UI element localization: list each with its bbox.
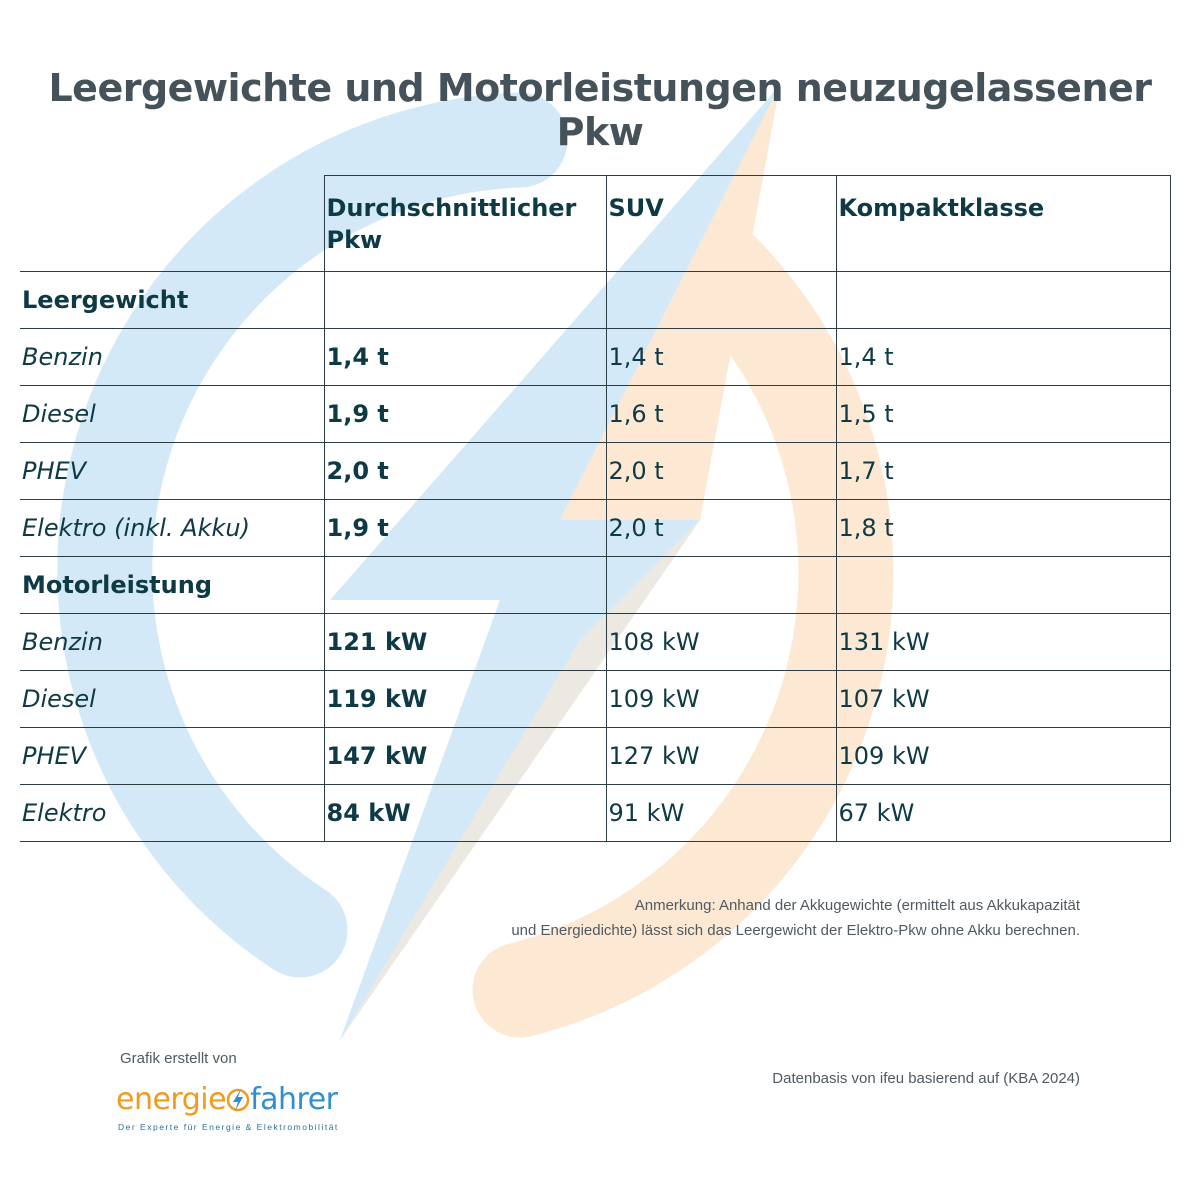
header-cell-compact-class: Kompaktklasse <box>835 175 1171 272</box>
cell-suv: 127 kW <box>605 727 836 785</box>
cell-average-car: 121 kW <box>323 613 606 671</box>
cell-average-car: 1,9 t <box>323 499 606 557</box>
cell-average-car: 147 kW <box>323 727 606 785</box>
empty-cell <box>835 271 1171 329</box>
note-line-1: Anmerkung: Anhand der Akkugewichte (ermi… <box>634 897 1080 914</box>
cell-compact-class: 1,4 t <box>835 328 1171 386</box>
table-row: Benzin 121 kW 108 kW 131 kW <box>20 613 1171 671</box>
table-row: Elektro (inkl. Akku) 1,9 t 2,0 t 1,8 t <box>20 499 1171 557</box>
data-table: Durchschnittlicher Pkw SUV Kompaktklasse… <box>20 175 1171 842</box>
row-label: PHEV <box>20 442 324 500</box>
cell-compact-class: 107 kW <box>835 670 1171 728</box>
note-line-2: und Energiedichte) lässt sich das Leerge… <box>511 922 1080 939</box>
lightning-bolt-icon <box>226 1086 250 1122</box>
cell-suv: 108 kW <box>605 613 836 671</box>
section-label: Leergewicht <box>20 271 324 329</box>
table-row: PHEV 147 kW 127 kW 109 kW <box>20 727 1171 785</box>
cell-suv: 2,0 t <box>605 442 836 500</box>
cell-suv: 109 kW <box>605 670 836 728</box>
section-row: Leergewicht <box>20 271 1171 329</box>
section-label: Motorleistung <box>20 556 324 614</box>
cell-suv: 1,6 t <box>605 385 836 443</box>
header-cell-empty <box>20 175 324 272</box>
empty-cell <box>323 271 606 329</box>
row-label: Elektro <box>20 784 324 842</box>
note: Anmerkung: Anhand der Akkugewichte (ermi… <box>511 893 1080 943</box>
row-label: Benzin <box>20 328 324 386</box>
table-row: Elektro 84 kW 91 kW 67 kW <box>20 784 1171 842</box>
brand-name-part1: energie <box>116 1082 227 1117</box>
section-row: Motorleistung <box>20 556 1171 614</box>
empty-cell <box>323 556 606 614</box>
cell-average-car: 2,0 t <box>323 442 606 500</box>
cell-compact-class: 131 kW <box>835 613 1171 671</box>
brand-name-part2: fahrer <box>250 1082 338 1117</box>
row-label: Elektro (inkl. Akku) <box>20 499 324 557</box>
data-source: Datenbasis von ifeu basierend auf (KBA 2… <box>772 1070 1080 1087</box>
table-header-row: Durchschnittlicher Pkw SUV Kompaktklasse <box>20 175 1171 272</box>
empty-cell <box>605 556 836 614</box>
cell-average-car: 84 kW <box>323 784 606 842</box>
credit-label: Grafik erstellt von <box>120 1050 237 1067</box>
cell-compact-class: 1,5 t <box>835 385 1171 443</box>
table-row: Diesel 1,9 t 1,6 t 1,5 t <box>20 385 1171 443</box>
cell-compact-class: 1,8 t <box>835 499 1171 557</box>
table-row: Benzin 1,4 t 1,4 t 1,4 t <box>20 328 1171 386</box>
row-label: Benzin <box>20 613 324 671</box>
header-cell-average-car: Durchschnittlicher Pkw <box>323 175 606 272</box>
cell-suv: 1,4 t <box>605 328 836 386</box>
brand-tagline: Der Experte für Energie & Elektromobilit… <box>118 1122 339 1132</box>
brand-logo: energie fahrer Der Experte für Energie & … <box>116 1082 339 1132</box>
empty-cell <box>835 556 1171 614</box>
cell-suv: 2,0 t <box>605 499 836 557</box>
cell-average-car: 1,9 t <box>323 385 606 443</box>
cell-suv: 91 kW <box>605 784 836 842</box>
cell-compact-class: 1,7 t <box>835 442 1171 500</box>
cell-compact-class: 67 kW <box>835 784 1171 842</box>
header-cell-suv: SUV <box>605 175 836 272</box>
row-label: Diesel <box>20 670 324 728</box>
cell-compact-class: 109 kW <box>835 727 1171 785</box>
table-row: Diesel 119 kW 109 kW 107 kW <box>20 670 1171 728</box>
cell-average-car: 1,4 t <box>323 328 606 386</box>
empty-cell <box>605 271 836 329</box>
row-label: PHEV <box>20 727 324 785</box>
page-title: Leergewichte und Motorleistungen neuzuge… <box>48 66 1152 154</box>
cell-average-car: 119 kW <box>323 670 606 728</box>
table-row: PHEV 2,0 t 2,0 t 1,7 t <box>20 442 1171 500</box>
row-label: Diesel <box>20 385 324 443</box>
